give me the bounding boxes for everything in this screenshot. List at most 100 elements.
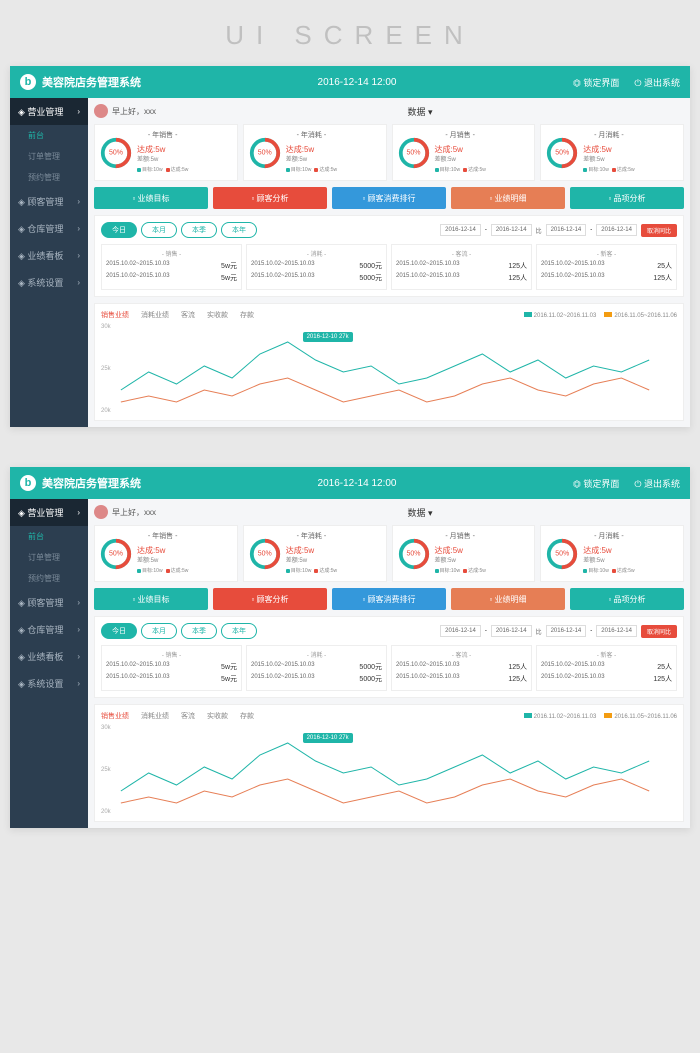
date-input[interactable]: 2016-12-14: [596, 224, 637, 236]
date-input[interactable]: 2016-12-14: [546, 224, 587, 236]
sidebar-sub-item[interactable]: 预约管理: [10, 568, 88, 589]
period-pill[interactable]: 本季: [181, 623, 217, 639]
action-button[interactable]: ▫ 业绩明细: [451, 588, 565, 610]
donut-chart: 50%: [99, 537, 133, 571]
kpi-diff: 差额:5w: [137, 156, 188, 165]
cancel-compare-button[interactable]: 取消同比: [641, 625, 677, 638]
kpi-reach: 达成:5w: [583, 144, 634, 156]
donut-pct: 50%: [258, 550, 272, 557]
chart-tab[interactable]: 消耗业绩: [141, 711, 169, 721]
chart-tab[interactable]: 存款: [240, 310, 254, 320]
chart-legend-1: 2016.11.02~2016.11.03: [524, 312, 597, 319]
date-input[interactable]: 2016-12-14: [491, 224, 532, 236]
donut-pct: 50%: [258, 149, 272, 156]
donut-chart: 50%: [545, 537, 579, 571]
kpi-diff: 差额:5w: [286, 156, 337, 165]
lock-button[interactable]: ⏣ 锁定界面: [573, 76, 619, 89]
datetime: 2016-12-14 12:00: [141, 77, 573, 88]
system-name: 美容院店务管理系统: [42, 74, 141, 90]
date-input[interactable]: 2016-12-14: [596, 625, 637, 637]
kpi-card: 50% - 年消耗 - 达成:5w 差额:5w 目标:10w达成:5w: [243, 124, 387, 181]
date-input[interactable]: 2016-12-14: [491, 625, 532, 637]
chart-area: 30k25k20k 2016-12-10 27k: [101, 324, 677, 414]
chart-tooltip: 2016-12-10 27k: [303, 332, 353, 342]
period-pill[interactable]: 今日: [101, 623, 137, 639]
action-button[interactable]: ▫ 品项分析: [570, 187, 684, 209]
data-tab[interactable]: 数据 ▾: [156, 506, 684, 519]
sidebar-item[interactable]: ◈ 业绩看板›: [10, 643, 88, 670]
sidebar-sub-item[interactable]: 预约管理: [10, 167, 88, 188]
donut-chart: 50%: [397, 537, 431, 571]
sidebar-sub-item[interactable]: 前台: [10, 526, 88, 547]
sidebar: ◈ 营业管理›前台订单管理预约管理◈ 顾客管理›◈ 仓库管理›◈ 业绩看板›◈ …: [10, 499, 88, 828]
sidebar-item[interactable]: ◈ 业绩看板›: [10, 242, 88, 269]
period-pill[interactable]: 本季: [181, 222, 217, 238]
period-pill[interactable]: 本年: [221, 222, 257, 238]
chart-tab[interactable]: 销售业绩: [101, 711, 129, 721]
date-input[interactable]: 2016-12-14: [440, 224, 481, 236]
sidebar-sub-item[interactable]: 前台: [10, 125, 88, 146]
chart-tab[interactable]: 消耗业绩: [141, 310, 169, 320]
logo: b美容院店务管理系统: [20, 475, 141, 491]
button-row: ▫ 业绩目标▫ 顾客分析▫ 顾客消费排行▫ 业绩明细▫ 品项分析: [94, 187, 684, 209]
avatar: [94, 505, 108, 519]
chart-tab[interactable]: 客流: [181, 310, 195, 320]
chart-card: 销售业绩 消耗业绩 客流 实收款 存款 2016.11.02~2016.11.03 2016…: [94, 303, 684, 421]
action-button[interactable]: ▫ 品项分析: [570, 588, 684, 610]
chart-tab[interactable]: 客流: [181, 711, 195, 721]
topbar: b 美容院店务管理系统 2016-12-14 12:00 ⏣ 锁定界面 ⏻ 退出系…: [10, 66, 690, 98]
sidebar-item[interactable]: ◈ 顾客管理›: [10, 589, 88, 616]
donut-pct: 50%: [406, 149, 420, 156]
date-input[interactable]: 2016-12-14: [440, 625, 481, 637]
kpi-title: - 月销售 -: [435, 532, 486, 543]
dashboard-1: b 美容院店务管理系统 2016-12-14 12:00 ⏣ 锁定界面 ⏻ 退出系…: [10, 66, 690, 427]
donut-pct: 50%: [109, 149, 123, 156]
action-button[interactable]: ▫ 顾客分析: [213, 588, 327, 610]
kpi-title: - 年消耗 -: [286, 131, 337, 142]
lock-button[interactable]: ⏣ 锁定界面: [573, 477, 619, 490]
action-button[interactable]: ▫ 顾客分析: [213, 187, 327, 209]
chart-tab[interactable]: 实收款: [207, 711, 228, 721]
sidebar-item[interactable]: ◈ 系统设置›: [10, 269, 88, 296]
kpi-reach: 达成:5w: [286, 545, 337, 557]
donut-chart: 50%: [99, 136, 133, 170]
kpi-row: 50% - 年销售 - 达成:5w 差额:5w 目标:10w达成:5w 50% …: [94, 124, 684, 181]
sidebar-sub-item[interactable]: 订单管理: [10, 146, 88, 167]
filter-card: 今日本月本季本年 2016-12-14- 2016-12-14 比 2016-1…: [94, 215, 684, 297]
donut-chart: 50%: [248, 537, 282, 571]
kpi-reach: 达成:5w: [435, 144, 486, 156]
period-pill[interactable]: 本月: [141, 623, 177, 639]
kpi-diff: 差额:5w: [583, 557, 634, 566]
sidebar-sub-item[interactable]: 订单管理: [10, 547, 88, 568]
sidebar-item[interactable]: ◈ 营业管理›: [10, 499, 88, 526]
action-button[interactable]: ▫ 业绩明细: [451, 187, 565, 209]
action-button[interactable]: ▫ 业绩目标: [94, 588, 208, 610]
chart-tab[interactable]: 存款: [240, 711, 254, 721]
sidebar-item[interactable]: ◈ 仓库管理›: [10, 215, 88, 242]
date-input[interactable]: 2016-12-14: [546, 625, 587, 637]
logo-icon: b: [20, 74, 36, 90]
cancel-compare-button[interactable]: 取消同比: [641, 224, 677, 237]
sidebar-item[interactable]: ◈ 仓库管理›: [10, 616, 88, 643]
sidebar-item[interactable]: ◈ 顾客管理›: [10, 188, 88, 215]
stat-block: - 客流 -2015.10.02~2015.10.03125人2015.10.0…: [391, 244, 532, 290]
logout-button[interactable]: ⏻ 退出系统: [634, 477, 680, 490]
greeting: 早上好，xxx: [112, 507, 156, 518]
chart-tab[interactable]: 销售业绩: [101, 310, 129, 320]
chart-tab[interactable]: 实收款: [207, 310, 228, 320]
topbar: b美容院店务管理系统 2016-12-14 12:00 ⏣ 锁定界面 ⏻ 退出系…: [10, 467, 690, 499]
period-pill[interactable]: 本年: [221, 623, 257, 639]
logout-button[interactable]: ⏻ 退出系统: [634, 76, 680, 89]
data-tab[interactable]: 数据 ▾: [156, 105, 684, 118]
period-pill[interactable]: 今日: [101, 222, 137, 238]
datetime: 2016-12-14 12:00: [141, 478, 573, 489]
action-button[interactable]: ▫ 顾客消费排行: [332, 187, 446, 209]
action-button[interactable]: ▫ 顾客消费排行: [332, 588, 446, 610]
stat-block: - 销售 -2015.10.02~2015.10.035w元2015.10.02…: [101, 244, 242, 290]
sidebar-item[interactable]: ◈ 营业管理›: [10, 98, 88, 125]
dashboard-2: b美容院店务管理系统 2016-12-14 12:00 ⏣ 锁定界面 ⏻ 退出系…: [10, 467, 690, 828]
logo-icon: b: [20, 475, 36, 491]
sidebar-item[interactable]: ◈ 系统设置›: [10, 670, 88, 697]
period-pill[interactable]: 本月: [141, 222, 177, 238]
action-button[interactable]: ▫ 业绩目标: [94, 187, 208, 209]
